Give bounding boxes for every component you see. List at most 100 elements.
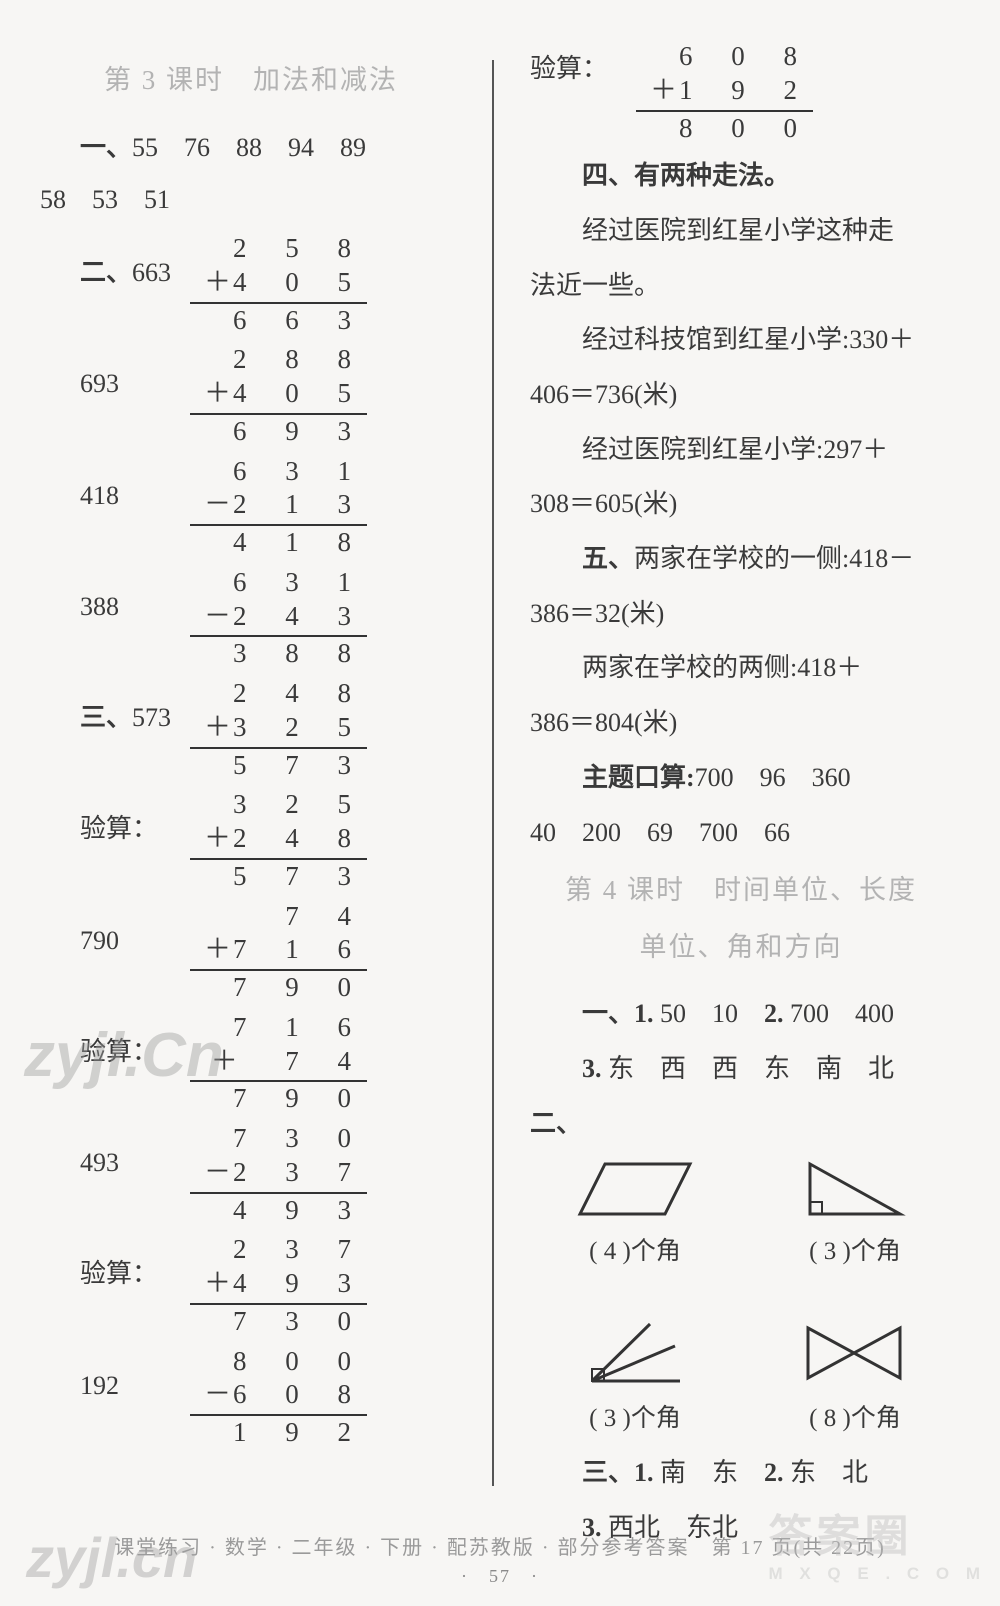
check-label: 验算： [80,1233,180,1300]
vertical-arith: 3 2 5 ＋2 4 8 5 7 3 [190,788,367,893]
vertical-arith: 6 3 1 －2 1 3 4 1 8 [190,455,367,560]
shape-label: ( 8 )个角 [809,1395,901,1444]
q3-answer: 192 [80,1345,180,1412]
q3-item: 三、573 2 4 8 ＋3 2 5 5 7 3 [80,677,462,782]
triangle-icon [800,1154,910,1224]
q1-line2: 58 53 51 [40,175,462,226]
q1-line1: 一、55 76 88 94 89 [40,123,462,174]
shape-bowtie: ( 8 )个角 [780,1316,930,1444]
q2-item: 二、663 2 5 8 ＋4 0 5 6 6 3 [80,232,462,337]
q4-title: 四、有两种走法。 [530,151,952,202]
vertical-arith: 7 3 0 －2 3 7 4 9 3 [190,1122,367,1227]
parallelogram-icon [575,1154,695,1224]
varith-row3: 3 8 8 [190,635,367,671]
varith-row3: 1 9 2 [190,1414,367,1450]
q1-label: 一、 [80,133,132,162]
vertical-arith: 7 4 ＋7 1 6 7 9 0 [190,900,367,1005]
kousuan-label: 主题口算: [582,763,695,792]
q3-answer: 493 [80,1122,180,1189]
q4-p3b: 308＝605(米) [530,479,952,530]
shapes-grid: ( 4 )个角 ( 3 )个角 ( 3 )个角 [560,1154,952,1445]
angle-icon [580,1316,690,1391]
q3-item: 192 8 0 0 －6 0 8 1 9 2 [80,1345,462,1450]
varith-row1: 2 4 8 [190,677,367,711]
q2-item: 418 6 3 1 －2 1 3 4 1 8 [80,455,462,560]
vertical-arith: 8 0 0 －6 0 8 1 9 2 [190,1345,367,1450]
shape-label: ( 3 )个角 [809,1228,901,1277]
q3-check: 验算： 3 2 5 ＋2 4 8 5 7 3 [80,788,462,893]
q4-p2b: 406＝736(米) [530,370,952,421]
varith-row1: 7 4 [190,900,367,934]
l4-q3-a: 三、1. 南 东 2. 东 北 [530,1448,952,1499]
varith-row2: －6 0 8 [190,1378,367,1412]
varith-row2: －2 1 3 [190,488,367,522]
q4-p1: 经过医院到红星小学这种走 [530,206,952,257]
shape-parallelogram: ( 4 )个角 [560,1154,710,1277]
q4-p2: 经过科技馆到红星小学:330＋ [530,315,952,366]
q3-item: 790 7 4 ＋7 1 6 7 9 0 [80,900,462,1005]
vertical-arith: 6 0 8 ＋1 9 2 8 0 0 [636,40,813,145]
q3-answer: 790 [80,900,180,967]
varith-row3: 6 6 3 [190,302,367,338]
q5-a: 五、五、两家在学校的一侧:418－两家在学校的一侧:418－ [530,534,952,585]
varith-row1: 8 0 0 [190,1345,367,1379]
q2-container: 二、663 2 5 8 ＋4 0 5 6 6 3 693 2 8 8 ＋4 0 … [40,232,462,671]
q2-item: 693 2 8 8 ＋4 0 5 6 9 3 [80,343,462,448]
varith-row3: 5 7 3 [190,747,367,783]
varith-row2: ＋ 7 4 [190,1045,367,1079]
varith-row2: －2 3 7 [190,1156,367,1190]
vertical-arith: 2 8 8 ＋4 0 5 6 9 3 [190,343,367,448]
q3-check: 验算： 2 3 7 ＋4 9 3 7 3 0 [80,1233,462,1338]
bowtie-icon [800,1316,910,1391]
footer-line: 课堂练习 · 数学 · 二年级 · 下册 · 配苏教版 · 部分参考答案 第 1… [0,1531,1000,1560]
lesson4-title-a: 第 4 课时 时间单位、长度 [530,864,952,917]
varith-row3: 4 1 8 [190,524,367,560]
varith-row2: －2 4 3 [190,600,367,634]
shape-label: ( 3 )个角 [589,1395,681,1444]
varith-row3: 5 7 3 [190,858,367,894]
q3-container: 三、573 2 4 8 ＋3 2 5 5 7 3 验算： 3 2 5 ＋2 4 … [40,677,462,1450]
varith-row3: 4 9 3 [190,1192,367,1228]
varith-row1: 6 3 1 [190,455,367,489]
check-label: 验算： [530,40,626,95]
check-label: 验算： [80,1011,180,1078]
q4-p3: 经过医院到红星小学:297＋ [530,425,952,476]
q4-p1b: 法近一些。 [530,261,952,312]
shape-angle-rays: ( 3 )个角 [560,1316,710,1444]
kousuan-l2: 40 200 69 700 66 [530,808,952,859]
footer-page: · 57 · [0,1562,1000,1588]
varith-row1: 2 5 8 [190,232,367,266]
q5-bb: 386＝804(米) [530,698,952,749]
varith-row2: ＋7 1 6 [190,933,367,967]
lesson3-title: 第 3 课时 加法和减法 [40,54,462,107]
shape-label: ( 4 )个角 [589,1228,681,1277]
q3-item: 493 7 3 0 －2 3 7 4 9 3 [80,1122,462,1227]
varith-row3: 7 9 0 [190,1080,367,1116]
varith-row3: 7 9 0 [190,969,367,1005]
q1-values: 55 76 88 94 89 [132,133,366,162]
varith-row1: 2 8 8 [190,343,367,377]
shape-right-triangle: ( 3 )个角 [780,1154,930,1277]
varith-row1: 7 3 0 [190,1122,367,1156]
page: 第 3 课时 加法和减法 一、55 76 88 94 89 58 53 51 二… [0,0,1000,1606]
varith-row1: 2 3 7 [190,1233,367,1267]
vertical-arith: 6 3 1 －2 4 3 3 8 8 [190,566,367,671]
varith-row1: 6 3 1 [190,566,367,600]
kousuan: 主题口算:700 96 360 [530,753,952,804]
q2-item: 388 6 3 1 －2 4 3 3 8 8 [80,566,462,671]
vertical-arith: 2 4 8 ＋3 2 5 5 7 3 [190,677,367,782]
q3-check: 验算： 7 1 6 ＋ 7 4 7 9 0 [80,1011,462,1116]
q2-answer: 418 [80,455,180,522]
varith-row2: ＋3 2 5 [190,711,367,745]
q2-answer: 二、663 [80,232,180,299]
right-column: 验算： 6 0 8 ＋1 9 2 8 0 0 四、有两种走法。 经过医院到红星小… [494,40,970,1546]
q3-last-check: 验算： 6 0 8 ＋1 9 2 8 0 0 [530,40,952,145]
l4-q1-3: 3. 东 西 西 东 南 北 [530,1044,952,1095]
q3-answer: 三、573 [80,677,180,744]
varith-row3: 7 3 0 [190,1303,367,1339]
varith-row1: 6 0 8 [636,40,813,74]
varith-row1: 7 1 6 [190,1011,367,1045]
varith-row2: ＋1 9 2 [636,74,813,108]
page-footer: 课堂练习 · 数学 · 二年级 · 下册 · 配苏教版 · 部分参考答案 第 1… [0,1531,1000,1588]
lesson4-title-b: 单位、角和方向 [530,921,952,974]
